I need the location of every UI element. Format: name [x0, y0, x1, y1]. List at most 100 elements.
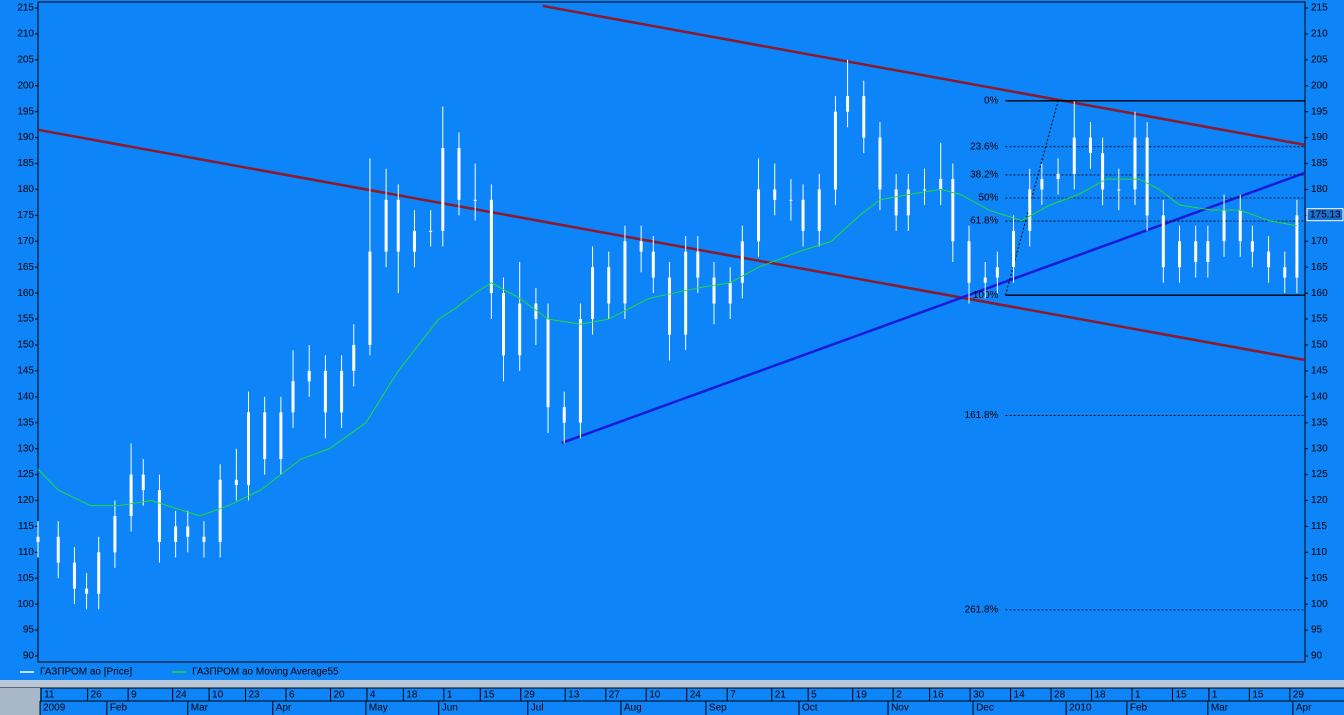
candle-body — [578, 319, 582, 423]
fib-label: 161.8% — [965, 410, 999, 421]
fib-label: 261.8% — [965, 605, 999, 616]
x-tick-label: 18 — [1095, 690, 1107, 701]
candle-body — [1295, 215, 1299, 278]
y-tick-label: 165 — [17, 262, 34, 273]
candle-body — [639, 241, 643, 252]
month-label: Oct — [802, 703, 818, 714]
x-tick-label: 15 — [1175, 690, 1187, 701]
y-tick-label: 155 — [1311, 314, 1328, 325]
y-tick-label: 180 — [17, 184, 34, 195]
x-tick-label: 20 — [333, 690, 345, 701]
y-tick-label: 180 — [1311, 184, 1328, 195]
x-tick-label: 2 — [896, 690, 902, 701]
trendline — [37, 128, 1306, 362]
candle-body — [995, 267, 999, 278]
candle-body — [922, 189, 926, 191]
x-tick-label: 1 — [447, 690, 453, 701]
candle-body — [174, 526, 178, 542]
fib-label: 61.8% — [970, 216, 998, 227]
x-tick-label: 1 — [1135, 690, 1141, 701]
candle-body — [263, 412, 267, 460]
candle-body — [85, 588, 89, 594]
x-tick-label: 24 — [690, 690, 702, 701]
y-tick-label: 115 — [18, 521, 34, 532]
month-label: Jun — [442, 703, 458, 714]
candle-body — [712, 277, 716, 304]
x-tick-label: 30 — [973, 690, 985, 701]
x-tick-label: 29 — [1293, 690, 1305, 701]
candle-body — [983, 277, 987, 283]
x-tick-label: 10 — [649, 690, 661, 701]
candle-body — [846, 96, 850, 112]
candle-body — [757, 189, 761, 242]
candle-body — [623, 241, 627, 304]
y-tick-label: 185 — [1311, 158, 1328, 169]
y-tick-label: 205 — [17, 54, 34, 65]
plot-frame — [37, 1, 1306, 663]
candle-body — [518, 303, 522, 356]
y-tick-label: 100 — [17, 599, 34, 610]
candle-body — [591, 267, 595, 320]
y-tick-label: 215 — [17, 3, 34, 14]
x-tick-label: 21 — [775, 690, 787, 701]
y-tick-label: 110 — [18, 547, 34, 558]
fib-label: 38.2% — [970, 170, 998, 181]
candle-body — [113, 516, 117, 553]
candle-body — [307, 370, 311, 382]
candle-body — [562, 407, 566, 423]
candle-body — [1040, 179, 1044, 190]
candle-body — [1145, 137, 1149, 216]
candle-body — [967, 241, 971, 283]
y-tick-label: 155 — [17, 314, 34, 325]
last-price-box — [1306, 208, 1344, 222]
x-tick-label: 9 — [131, 690, 137, 701]
y-tick-label: 120 — [17, 495, 34, 506]
month-label: Mar — [191, 703, 209, 714]
candle-body — [740, 241, 744, 283]
month-label: May — [369, 703, 388, 714]
candle-body — [1133, 137, 1137, 190]
trendline — [542, 4, 1306, 147]
x-tick-label: 27 — [609, 690, 621, 701]
y-tick-label: 90 — [23, 651, 35, 662]
candle-body — [773, 189, 777, 200]
candle-body — [1283, 267, 1287, 278]
y-tick-label: 135 — [17, 417, 34, 428]
y-tick-label: 190 — [17, 132, 34, 143]
y-tick-label: 210 — [1311, 29, 1328, 40]
candle-body — [1028, 189, 1032, 231]
candle-body — [141, 474, 145, 491]
x-tick-label: 28 — [1054, 690, 1066, 701]
moving-average — [37, 178, 1297, 517]
candle-body — [1056, 173, 1060, 180]
candle-body — [728, 282, 732, 304]
month-label: Apr — [276, 703, 292, 714]
y-tick-label: 160 — [1311, 288, 1328, 299]
candle-body — [352, 344, 356, 371]
candle-body — [279, 412, 283, 460]
candle-body — [1117, 189, 1121, 191]
x-tick-label: 23 — [248, 690, 260, 701]
candle-body — [72, 562, 76, 589]
candle-body — [36, 536, 40, 542]
month-label: Nov — [891, 703, 909, 714]
month-label: 2010 — [1069, 703, 1092, 714]
candle-body — [246, 412, 250, 485]
fib-label: 100% — [973, 290, 999, 301]
last-price-label: 175.13 — [1310, 209, 1341, 220]
y-tick-label: 125 — [1311, 469, 1328, 480]
x-tick-label: 24 — [176, 690, 188, 701]
y-tick-label: 170 — [1311, 236, 1328, 247]
y-tick-label: 185 — [17, 158, 34, 169]
candle-body — [1267, 251, 1271, 268]
month-label: Sep — [709, 703, 727, 714]
fib-label: 23.6% — [970, 141, 998, 152]
candle-body — [1072, 137, 1076, 174]
x-tick-label: 10 — [212, 690, 224, 701]
candle-body — [441, 147, 445, 231]
candle-body — [1238, 210, 1242, 242]
fib-label: 0% — [984, 95, 999, 106]
y-tick-label: 90 — [1311, 651, 1323, 662]
x-tick-label: 11 — [44, 690, 55, 701]
y-tick-label: 195 — [1311, 106, 1328, 117]
